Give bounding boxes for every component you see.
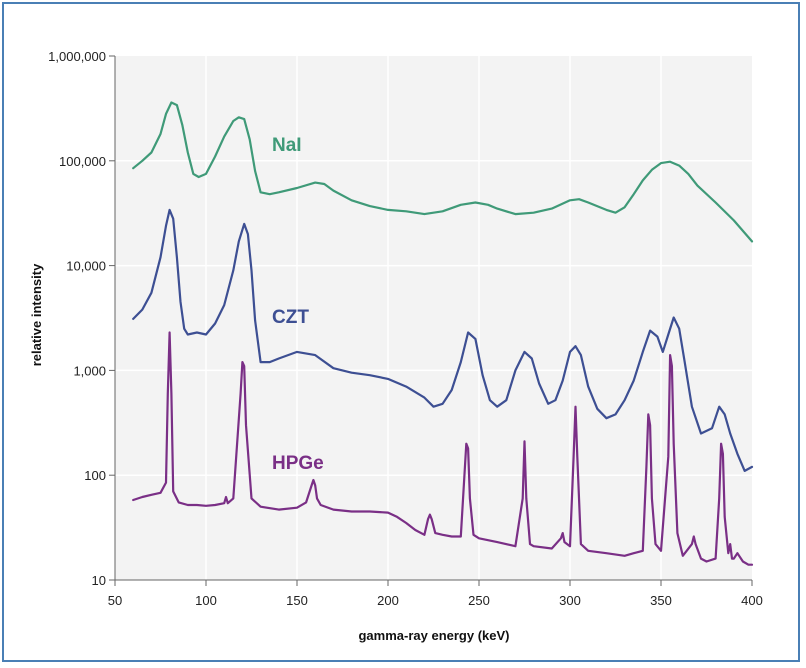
y-tick-label: 10,000 bbox=[66, 259, 106, 274]
series-labels: NaI CZT HPGe bbox=[272, 135, 324, 474]
plot-area bbox=[115, 56, 752, 580]
x-tick-label: 50 bbox=[108, 593, 122, 608]
series-line-hpge bbox=[132, 331, 754, 566]
series-lines bbox=[132, 101, 754, 566]
y-tick-label: 100 bbox=[84, 468, 106, 483]
y-tick-label: 1,000,000 bbox=[48, 49, 106, 64]
x-axis-title: gamma-ray energy (keV) bbox=[358, 628, 509, 643]
x-tick-label: 400 bbox=[741, 593, 763, 608]
x-tick-label: 150 bbox=[286, 593, 308, 608]
x-tick-label: 100 bbox=[195, 593, 217, 608]
y-tick-label: 1,000 bbox=[73, 363, 106, 378]
axes bbox=[114, 56, 752, 581]
x-tick-label: 350 bbox=[650, 593, 672, 608]
x-tick-label: 200 bbox=[377, 593, 399, 608]
series-line-czt bbox=[132, 208, 754, 472]
x-axis-ticks: 50 100 150 200 250 300 350 400 bbox=[108, 580, 763, 608]
y-tick-label: 10 bbox=[92, 573, 106, 588]
y-axis-ticks: 10 100 1,000 10,000 100,000 1,000,000 bbox=[48, 49, 115, 588]
y-tick-label: 100,000 bbox=[59, 154, 106, 169]
x-tick-label: 250 bbox=[468, 593, 490, 608]
series-label-nai: NaI bbox=[272, 135, 302, 156]
series-line-nai bbox=[132, 101, 754, 243]
series-label-czt: CZT bbox=[272, 307, 309, 328]
y-axis-title: relative intensity bbox=[29, 263, 44, 366]
x-tick-label: 300 bbox=[559, 593, 581, 608]
series-label-hpge: HPGe bbox=[272, 453, 324, 474]
